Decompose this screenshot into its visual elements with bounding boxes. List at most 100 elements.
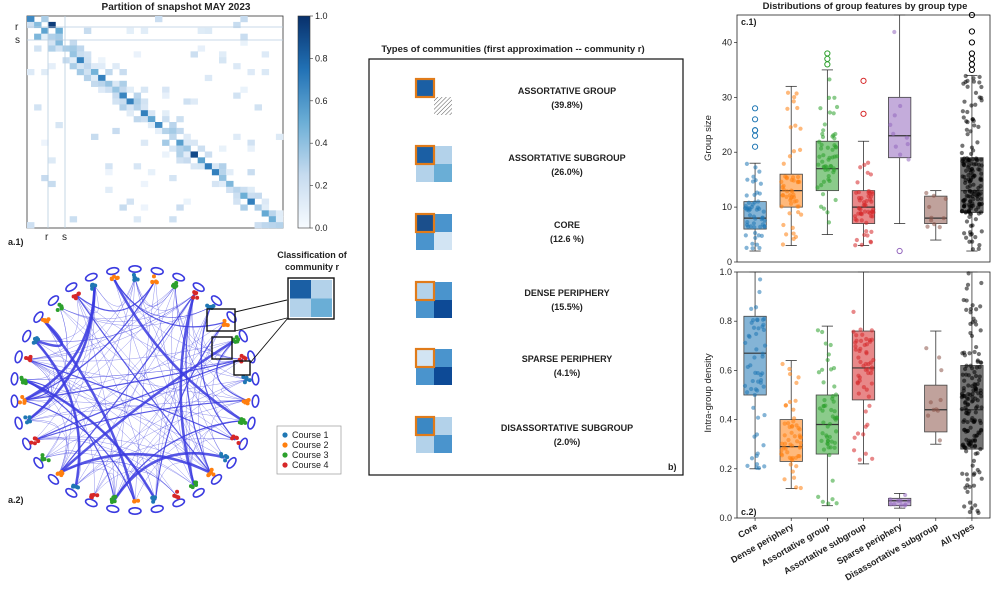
legend-marker-course-1 <box>282 432 288 438</box>
network-edge <box>59 461 176 495</box>
boxplot-intra-group-density: 0.0 0.2 0.4 0.6 0.8 1.0 <box>719 267 991 523</box>
student-node <box>19 377 24 382</box>
sample-point <box>781 222 786 228</box>
network-edge <box>27 359 176 495</box>
sample-point <box>795 204 800 209</box>
sample-point <box>961 419 966 424</box>
panel-a2: Classification of community r Course 1 C… <box>8 250 348 516</box>
type-percentage: (12.6 %) <box>550 234 584 244</box>
sample-point <box>784 176 790 181</box>
block-cell <box>434 367 452 385</box>
sample-point <box>864 336 869 342</box>
network-edge <box>27 379 247 421</box>
network-edge <box>34 438 176 495</box>
heatmap-cell <box>62 45 70 52</box>
sample-point <box>817 154 822 159</box>
sample-point <box>833 429 839 434</box>
sample-point <box>963 73 968 79</box>
sample-point <box>978 427 984 433</box>
type-percentage: (39.8%) <box>551 100 583 110</box>
sample-point <box>961 444 967 449</box>
sample-point <box>967 442 972 447</box>
sample-point <box>754 465 759 470</box>
heatmap-cell <box>140 110 149 117</box>
heatmap-cell <box>247 198 255 205</box>
sample-point <box>797 147 803 152</box>
block-cell <box>416 349 434 367</box>
heatmap-cell <box>91 133 99 140</box>
row-marker-s: s <box>15 35 20 46</box>
sample-point <box>970 384 975 389</box>
student-node <box>23 415 28 420</box>
sample-point <box>960 109 965 114</box>
sample-point <box>968 230 973 235</box>
block-cell <box>416 214 434 232</box>
heatmap-cell <box>27 16 35 23</box>
heatmap-cell <box>169 122 177 129</box>
sample-point <box>787 366 792 372</box>
student-node <box>29 440 34 445</box>
box-core <box>742 271 768 471</box>
sample-point <box>786 421 791 426</box>
sample-point <box>751 221 756 226</box>
network-edge <box>59 277 136 473</box>
sample-point <box>791 419 796 424</box>
heatmap-cell <box>105 169 113 176</box>
outlier <box>896 247 903 255</box>
heatmap-cell <box>119 204 127 211</box>
network-edge <box>75 438 236 486</box>
sample-point <box>965 419 970 425</box>
sample-point <box>974 344 979 350</box>
student-node <box>246 397 251 402</box>
sample-point <box>780 193 785 198</box>
sample-point <box>746 200 751 205</box>
sample-point <box>750 202 755 207</box>
sample-point <box>866 209 871 214</box>
sample-point <box>867 403 872 408</box>
network-edge <box>179 294 196 486</box>
sample-point <box>830 414 835 419</box>
sample-point <box>796 210 801 215</box>
sample-point <box>784 194 789 199</box>
sample-point <box>966 271 971 276</box>
sample-point <box>744 161 750 167</box>
sample-point <box>792 94 797 100</box>
heatmap-cell <box>176 145 184 152</box>
legend-label: Course 4 <box>292 460 329 470</box>
network-edge <box>114 322 225 501</box>
sample-point <box>745 206 750 211</box>
sample-point <box>858 327 863 332</box>
block-cell <box>416 146 434 164</box>
sample-point <box>779 204 784 209</box>
sample-point <box>785 106 790 111</box>
sample-point <box>863 424 868 429</box>
sample-point <box>970 303 975 308</box>
network-edge <box>75 279 157 312</box>
sample-point <box>829 439 834 444</box>
sample-point <box>745 224 751 229</box>
heatmap-cell <box>219 51 227 58</box>
sample-point <box>906 157 911 162</box>
type-block-matrix <box>414 415 452 453</box>
sample-point <box>830 147 835 152</box>
sample-point <box>939 368 944 373</box>
sample-point <box>780 242 786 247</box>
heatmap-cell <box>48 39 56 46</box>
heatmap-cell <box>240 16 248 23</box>
types-frame <box>368 58 684 476</box>
sample-point <box>976 124 981 129</box>
student-node <box>135 277 140 282</box>
legend-label: Course 1 <box>292 430 329 440</box>
network-edge <box>27 400 247 421</box>
network-edge <box>23 379 116 501</box>
box-assortative-group <box>815 50 840 235</box>
sample-point <box>899 503 904 508</box>
sample-point <box>977 431 982 436</box>
block-cell <box>434 435 452 453</box>
heatmap-cell <box>183 151 191 158</box>
sample-point <box>815 328 821 333</box>
heatmap-cell <box>83 63 92 70</box>
sample-point <box>978 388 983 393</box>
sample-point <box>832 95 837 100</box>
